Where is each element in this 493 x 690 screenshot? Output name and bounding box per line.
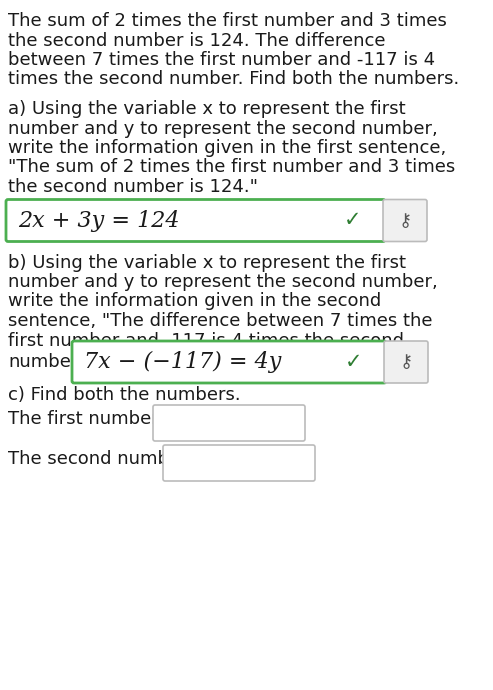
Text: c) Find both the numbers.: c) Find both the numbers. bbox=[8, 386, 241, 404]
Text: times the second number. Find both the numbers.: times the second number. Find both the n… bbox=[8, 70, 459, 88]
Text: write the information given in the second: write the information given in the secon… bbox=[8, 293, 381, 310]
Text: write the information given in the first sentence,: write the information given in the first… bbox=[8, 139, 446, 157]
FancyBboxPatch shape bbox=[384, 341, 428, 383]
Text: The sum of 2 times the first number and 3 times: The sum of 2 times the first number and … bbox=[8, 12, 447, 30]
Text: The first number is:: The first number is: bbox=[8, 410, 185, 428]
FancyBboxPatch shape bbox=[383, 199, 427, 242]
Text: between 7 times the first number and -117 is 4: between 7 times the first number and -11… bbox=[8, 51, 435, 69]
Text: number and y to represent the second number,: number and y to represent the second num… bbox=[8, 119, 438, 137]
Text: sentence, "The difference between 7 times the: sentence, "The difference between 7 time… bbox=[8, 312, 432, 330]
Text: The second number is:: The second number is: bbox=[8, 450, 214, 468]
Text: b) Using the variable x to represent the first: b) Using the variable x to represent the… bbox=[8, 253, 406, 271]
Text: 7x − (−117) = 4y: 7x − (−117) = 4y bbox=[84, 351, 282, 373]
Text: ⚷: ⚷ bbox=[399, 353, 413, 371]
Text: ✓: ✓ bbox=[344, 210, 362, 230]
Text: first number and -117 is 4 times the second: first number and -117 is 4 times the sec… bbox=[8, 331, 404, 350]
Text: 2x + 3y = 124: 2x + 3y = 124 bbox=[18, 210, 179, 232]
Text: the second number is 124. The difference: the second number is 124. The difference bbox=[8, 32, 386, 50]
Text: number.": number." bbox=[8, 353, 91, 371]
Text: number and y to represent the second number,: number and y to represent the second num… bbox=[8, 273, 438, 291]
Text: a) Using the variable x to represent the first: a) Using the variable x to represent the… bbox=[8, 100, 406, 118]
Text: ⚷: ⚷ bbox=[398, 212, 412, 230]
FancyBboxPatch shape bbox=[163, 445, 315, 481]
Text: ✓: ✓ bbox=[345, 352, 363, 372]
FancyBboxPatch shape bbox=[153, 405, 305, 441]
FancyBboxPatch shape bbox=[72, 341, 386, 383]
FancyBboxPatch shape bbox=[6, 199, 385, 242]
Text: the second number is 124.": the second number is 124." bbox=[8, 178, 258, 196]
Text: "The sum of 2 times the first number and 3 times: "The sum of 2 times the first number and… bbox=[8, 159, 455, 177]
